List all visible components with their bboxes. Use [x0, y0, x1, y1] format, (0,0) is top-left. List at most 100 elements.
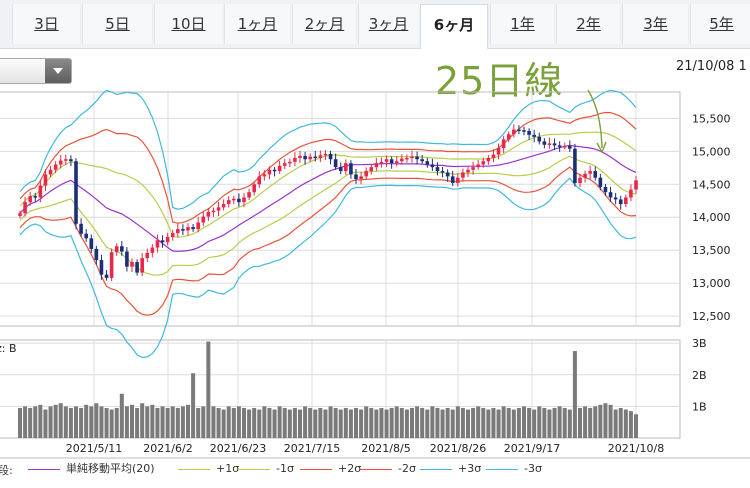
candle-body [104, 274, 109, 278]
candle-body [109, 252, 114, 278]
chevron-down-icon[interactable] [45, 59, 71, 83]
volume-bar [272, 409, 277, 438]
candle-body [369, 167, 374, 172]
period-tabs: 3日 5日 10日 1ヶ月 2ヶ月 3ヶ月 6ヶ月 1年 2年 3年 5年 [0, 0, 750, 49]
band-minus2-line [19, 166, 637, 316]
tab-6[interactable]: 6ヶ月 [420, 4, 488, 49]
tab-1[interactable]: 5日 [82, 4, 152, 44]
volume-bar [527, 407, 532, 438]
candle-body [232, 198, 236, 201]
tab-0[interactable]: 3日 [12, 4, 80, 44]
candle-body [481, 161, 486, 165]
candle-body [512, 129, 516, 135]
volume-bar [445, 407, 450, 438]
volume-bar [603, 403, 608, 438]
volume-bar [201, 406, 206, 438]
volume-bar [471, 407, 476, 438]
volume-tick-label: 2B [692, 369, 707, 382]
volume-bar [216, 407, 221, 438]
candle-body [176, 229, 180, 234]
volume-bar [420, 407, 425, 438]
candle-body [537, 136, 542, 142]
candle-body [374, 163, 379, 168]
candle-body [629, 189, 633, 198]
price-tick-label: 13,500 [692, 244, 731, 257]
candle-body [552, 143, 557, 146]
candle-body [48, 169, 53, 175]
volume-bar [231, 407, 236, 438]
candle-body [506, 134, 511, 140]
tab-4[interactable]: 2ヶ月 [292, 4, 356, 44]
volume-bar [496, 409, 501, 438]
candle-body [226, 200, 231, 205]
candle-body [28, 196, 32, 203]
volume-bar [598, 404, 603, 438]
legend-item: 単純移動平均(20) [28, 462, 155, 476]
legend-item: +1σ [178, 462, 239, 476]
price-tick-label: 14,500 [692, 178, 731, 191]
volume-bar [68, 407, 73, 438]
tab-2[interactable]: 10日 [154, 4, 222, 44]
tab-10[interactable]: 5年 [690, 4, 750, 44]
tab-7[interactable]: 1年 [490, 4, 554, 44]
legend-label: +1σ [216, 462, 240, 475]
volume-bar [53, 404, 58, 438]
candle-body [206, 211, 211, 217]
tab-5[interactable]: 3ヶ月 [358, 4, 418, 44]
candle-body [298, 155, 302, 158]
volume-bar [588, 407, 593, 438]
legend-swatch [360, 468, 392, 470]
date-tick-label: 2021/9/17 [504, 442, 560, 455]
date-tick-label: 2021/5/11 [66, 442, 122, 455]
legend-swatch [420, 468, 452, 470]
candle-body [466, 169, 470, 173]
candle-body [420, 159, 424, 162]
volume-bar [186, 404, 190, 438]
candle-body [394, 161, 399, 164]
candle-body [165, 237, 170, 243]
candle-body [624, 197, 628, 205]
volume-bar [511, 409, 516, 438]
legend-label: +3σ [458, 462, 482, 475]
volume-bar [410, 407, 414, 438]
tab-8[interactable]: 2年 [556, 4, 620, 44]
candle-body [344, 163, 348, 172]
candle-body [74, 161, 78, 224]
candle-body [99, 260, 104, 275]
candle-body [608, 192, 613, 198]
candle-body [384, 159, 389, 162]
chart-type-dropdown[interactable] [0, 58, 72, 84]
volume-bar [99, 406, 104, 438]
legend-label: 単純移動平均(20) [66, 462, 155, 475]
volume-bar [292, 407, 297, 438]
candle-body [216, 207, 221, 211]
tab-3[interactable]: 1ヶ月 [224, 4, 290, 44]
candle-body [613, 197, 618, 200]
volume-bar [547, 409, 552, 438]
candle-body [359, 176, 363, 180]
volume-bar [124, 406, 129, 438]
volume-bar [226, 406, 231, 438]
volume-bar [135, 407, 140, 438]
volume-tick-label: 1B [692, 400, 707, 413]
volume-bar [435, 407, 440, 438]
volume-bar [104, 407, 109, 438]
volume-bar [160, 406, 165, 438]
candle-body [23, 202, 27, 214]
volume-bar [542, 407, 547, 438]
volume-bar [552, 407, 557, 438]
candle-body [191, 227, 195, 230]
volume-bar [562, 407, 567, 438]
candle-body [618, 199, 623, 205]
candle-body [354, 174, 358, 180]
tab-9[interactable]: 3年 [622, 4, 688, 44]
candle-body [415, 156, 419, 160]
candle-body [461, 172, 465, 178]
legend-label: +2σ [338, 462, 362, 475]
legend-label: -2σ [398, 462, 416, 475]
volume-bar [348, 409, 353, 438]
candle-body [64, 159, 68, 161]
candle-body [476, 164, 480, 168]
candle-body [568, 146, 572, 149]
